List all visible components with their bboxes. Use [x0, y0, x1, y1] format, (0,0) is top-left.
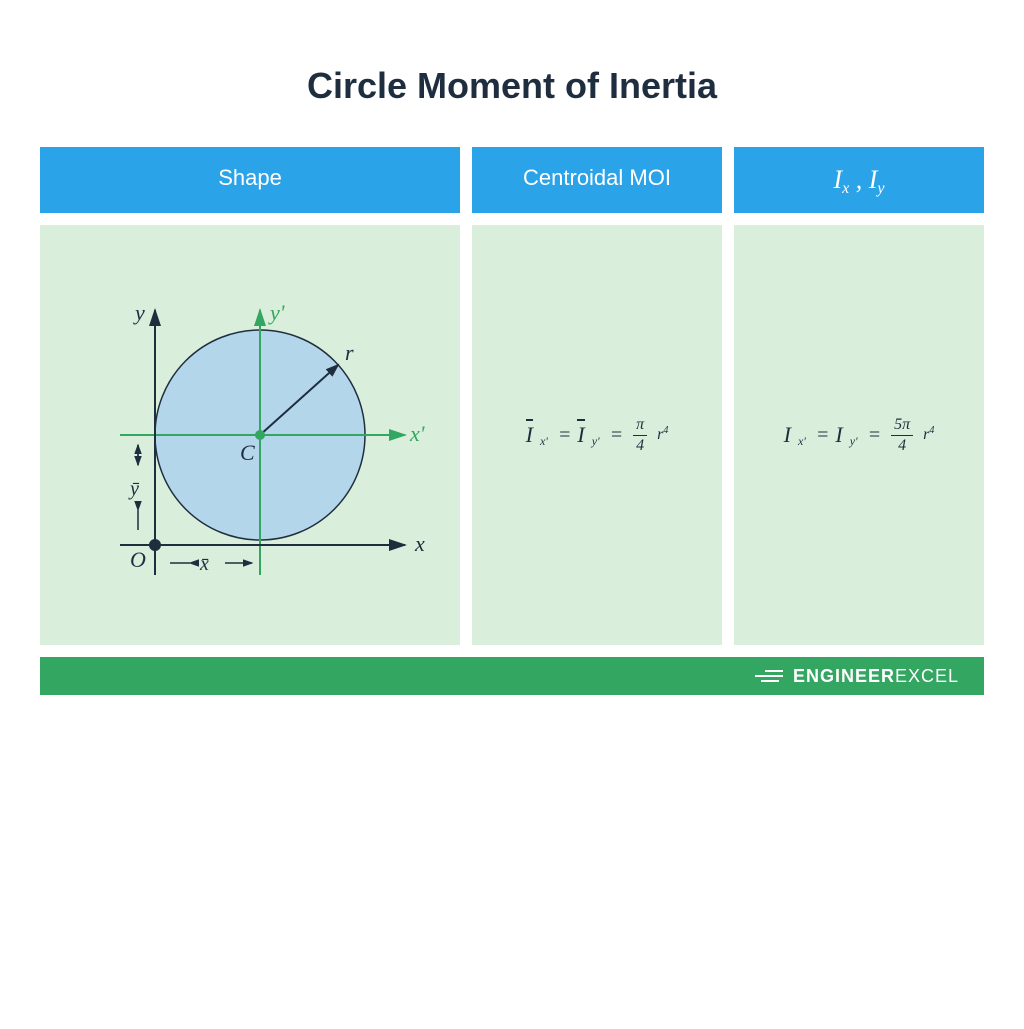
- footer-bar: ENGINEEREXCEL: [40, 657, 984, 695]
- eq3: =: [816, 424, 830, 447]
- header-ixy-y: y: [877, 180, 884, 197]
- header-ixy-i1: I: [833, 165, 842, 194]
- shape-diagram-cell: y x y' x' r C O x̄ ȳ: [40, 225, 460, 645]
- header-ixy-x: x: [842, 180, 849, 197]
- xprime-label: x': [409, 421, 425, 446]
- xbar-label: x̄: [199, 553, 209, 575]
- centroidal-i1: I: [526, 422, 533, 448]
- ixy-formula: Ix' = Iy' = 5π 4 r4: [784, 417, 935, 454]
- ixy-num: 5π: [891, 417, 913, 436]
- header-ixy: Ix , Iy: [734, 147, 984, 213]
- header-ixy-comma: ,: [856, 165, 869, 194]
- brand-text: ENGINEEREXCEL: [793, 666, 959, 687]
- header-shape: Shape: [40, 147, 460, 213]
- x-label: x: [414, 531, 425, 556]
- centroidal-num: π: [633, 417, 647, 436]
- ixy-i1: I: [784, 422, 791, 448]
- centroidal-frac: π 4: [633, 417, 647, 454]
- brand-light: EXCEL: [895, 666, 959, 686]
- header-centroidal: Centroidal MOI: [472, 147, 722, 213]
- ixy-sub1: x': [798, 434, 806, 449]
- centroidal-exp: 4: [663, 425, 668, 436]
- ixy-frac: 5π 4: [891, 417, 913, 454]
- footer-logo: ENGINEEREXCEL: [755, 666, 959, 687]
- logo-lines-icon: [755, 670, 783, 682]
- centroidal-sub2: y': [592, 434, 600, 449]
- ybar-label: ȳ: [128, 478, 140, 500]
- centroidal-formula: Ix' = Iy' = π 4 r4: [526, 417, 669, 454]
- ixy-i2: I: [835, 422, 842, 448]
- y-label: y: [133, 300, 145, 325]
- centroidal-formula-cell: Ix' = Iy' = π 4 r4: [472, 225, 722, 645]
- center-dot: [255, 430, 265, 440]
- page-title: Circle Moment of Inertia: [30, 65, 994, 107]
- yprime-label: y': [268, 300, 285, 325]
- centroidal-den: 4: [636, 436, 644, 454]
- r-label: r: [345, 340, 354, 365]
- moi-table: Shape Centroidal MOI Ix , Iy: [30, 147, 994, 645]
- c-label: C: [240, 440, 255, 465]
- eq4: =: [868, 424, 882, 447]
- centroidal-i2: I: [577, 422, 584, 448]
- ixy-sub2: y': [850, 434, 858, 449]
- o-label: O: [130, 547, 146, 572]
- ixy-den: 4: [898, 436, 906, 454]
- circle-diagram: y x y' x' r C O x̄ ȳ: [60, 265, 440, 605]
- ixy-formula-cell: Ix' = Iy' = 5π 4 r4: [734, 225, 984, 645]
- ixy-exp: 4: [929, 425, 934, 436]
- origin-dot: [149, 539, 161, 551]
- brand-bold: ENGINEER: [793, 666, 895, 686]
- eq2: =: [610, 424, 624, 447]
- eq1: =: [558, 424, 572, 447]
- centroidal-sub1: x': [540, 434, 548, 449]
